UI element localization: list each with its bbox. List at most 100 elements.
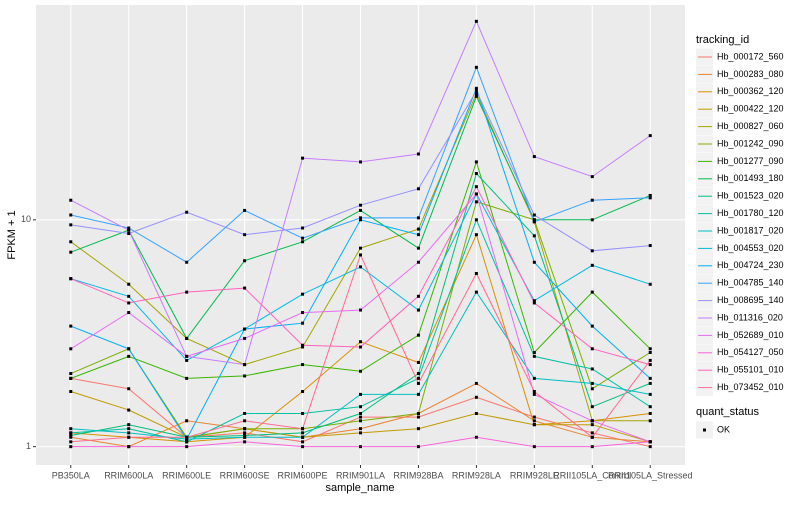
data-point <box>532 218 536 222</box>
data-point <box>127 347 131 351</box>
data-point <box>243 411 247 415</box>
data-point <box>69 277 73 281</box>
data-point <box>474 65 478 69</box>
data-point <box>301 345 305 349</box>
data-point <box>185 440 189 444</box>
data-point <box>127 445 131 449</box>
data-point <box>359 415 362 419</box>
data-point <box>127 435 131 439</box>
data-point <box>416 392 420 396</box>
data-point <box>359 218 362 222</box>
data-point <box>532 419 536 423</box>
data-point <box>185 336 189 340</box>
data-point <box>590 218 594 222</box>
data-point <box>69 440 73 444</box>
data-point <box>243 208 247 212</box>
data-point <box>474 185 478 189</box>
x-tick-label: RRIM928LA <box>452 470 501 480</box>
data-point <box>359 203 362 207</box>
legend-label: Hb_001242_090 <box>717 138 784 148</box>
data-point <box>185 435 189 439</box>
legend-label: Hb_004785_140 <box>717 278 784 288</box>
data-point <box>474 19 478 23</box>
data-point <box>532 390 536 394</box>
data-point <box>590 387 594 391</box>
data-point <box>416 152 420 156</box>
legend-label: Hb_055101_010 <box>717 365 784 375</box>
data-point <box>648 376 652 380</box>
x-tick-label: PB350LA <box>52 470 90 480</box>
data-point <box>590 290 594 294</box>
data-point <box>301 390 305 394</box>
x-tick-label: RRIM928BA <box>393 470 443 480</box>
data-point <box>69 431 73 435</box>
legend-label: Hb_001523_020 <box>717 191 784 201</box>
data-point <box>532 301 536 305</box>
data-point <box>127 232 131 236</box>
data-point <box>648 358 652 362</box>
data-point <box>648 381 652 385</box>
data-point <box>416 427 420 431</box>
data-point <box>359 340 362 344</box>
legend-label: Hb_001817_020 <box>717 225 784 235</box>
data-point <box>185 354 189 358</box>
x-tick-label: RRIM600PE <box>278 470 328 480</box>
data-point <box>243 363 247 367</box>
data-point <box>243 286 247 290</box>
data-point <box>359 411 362 415</box>
data-point <box>243 427 247 431</box>
data-point <box>69 445 73 449</box>
data-point <box>532 415 536 419</box>
data-point <box>590 198 594 202</box>
data-point <box>359 392 362 396</box>
data-point <box>532 299 536 303</box>
data-point <box>532 220 536 224</box>
data-point <box>359 369 362 373</box>
data-point <box>648 347 652 351</box>
data-point <box>243 433 247 437</box>
data-point <box>648 351 652 355</box>
legend-title: tracking_id <box>696 34 749 46</box>
x-tick-label: RRIM600LA <box>104 470 153 480</box>
data-point <box>69 435 73 439</box>
data-point <box>532 423 536 427</box>
data-point <box>69 376 73 380</box>
data-point <box>474 92 478 96</box>
data-point <box>474 94 478 98</box>
x-tick-label: RRIM901LA <box>336 470 385 480</box>
data-point <box>301 363 305 367</box>
data-point <box>69 347 73 351</box>
data-point <box>648 282 652 286</box>
data-point <box>416 360 420 364</box>
legend-swatch <box>703 428 706 432</box>
data-point <box>243 233 247 237</box>
y-axis-title: FPKM + 1 <box>6 210 18 259</box>
data-point <box>127 427 131 431</box>
x-tick-label: RRIM600LE <box>162 470 211 480</box>
data-point <box>185 260 189 264</box>
data-point <box>590 431 594 435</box>
data-point <box>301 343 305 347</box>
data-point <box>301 411 305 415</box>
data-point <box>416 376 420 380</box>
data-point <box>359 431 362 435</box>
data-point <box>301 226 305 230</box>
x-axis-title: sample_name <box>325 482 394 494</box>
data-point <box>648 405 652 409</box>
y-tick-label: 10 <box>21 214 31 224</box>
data-point <box>243 440 247 444</box>
data-point <box>301 321 305 325</box>
data-point <box>590 263 594 267</box>
legend-label: Hb_052689_010 <box>717 330 784 340</box>
legend-label: Hb_001493_180 <box>717 173 784 183</box>
data-point <box>474 86 478 90</box>
data-point <box>474 395 478 399</box>
data-point <box>416 246 420 250</box>
data-point <box>301 445 305 449</box>
data-point <box>127 226 131 230</box>
data-point <box>185 445 189 449</box>
data-point <box>185 376 189 380</box>
data-point <box>648 392 652 396</box>
data-point <box>474 411 478 415</box>
legend-label: Hb_000172_560 <box>717 51 784 61</box>
